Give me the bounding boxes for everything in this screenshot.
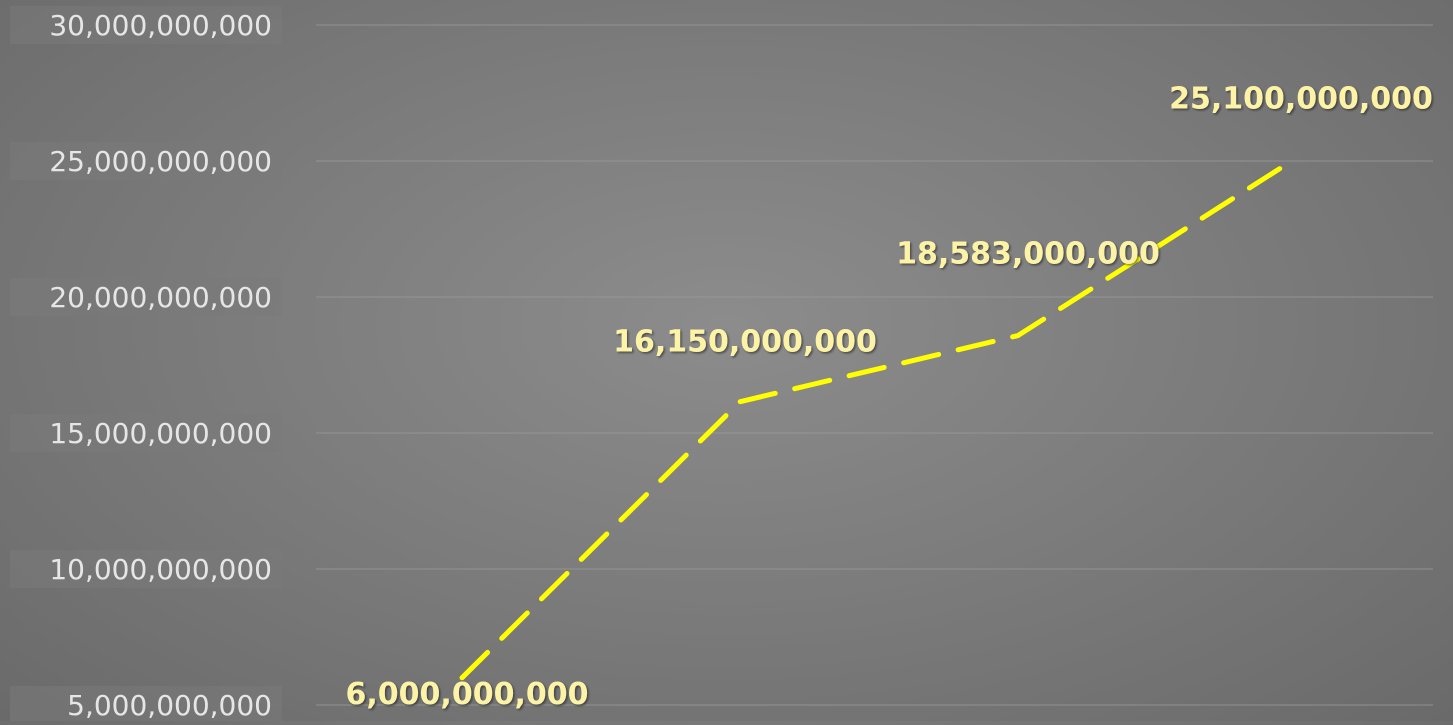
y-tick-label: 30,000,000,000 [10, 6, 282, 44]
y-tick-label: 20,000,000,000 [10, 278, 282, 316]
y-axis-tick-labels: 5,000,000,000 10,000,000,000 15,000,000,00… [10, 6, 282, 724]
y-tick-label-text: 30,000,000,000 [49, 9, 272, 42]
y-tick-label: 10,000,000,000 [10, 550, 282, 588]
y-tick-label-text: 15,000,000,000 [49, 417, 272, 450]
data-labels: 6,000,000,000 16,150,000,000 18,583,000,00… [346, 81, 1433, 712]
y-tick-label-background [10, 686, 282, 724]
gridlines [316, 24, 1433, 706]
series-line [459, 155, 1299, 681]
data-label: 6,000,000,000 [346, 677, 589, 712]
data-label: 16,150,000,000 [613, 325, 877, 360]
y-tick-label-text: 20,000,000,000 [49, 281, 272, 314]
data-label: 18,583,000,000 [896, 237, 1160, 272]
series-lines [459, 155, 1299, 681]
y-tick-label-text: 10,000,000,000 [49, 553, 272, 586]
y-tick-label-text: 25,000,000,000 [49, 145, 272, 178]
y-tick-label: 15,000,000,000 [10, 414, 282, 452]
data-label: 25,100,000,000 [1169, 81, 1433, 116]
y-tick-label: 5,000,000,000 [10, 686, 282, 724]
y-tick-label-text: 5,000,000,000 [67, 689, 272, 721]
y-tick-label: 25,000,000,000 [10, 142, 282, 180]
y-tick-label-background [10, 6, 282, 44]
y-tick-label-background [10, 142, 282, 180]
y-tick-label-background [10, 550, 282, 588]
y-tick-label-background [10, 414, 282, 452]
y-tick-label-background [10, 278, 282, 316]
